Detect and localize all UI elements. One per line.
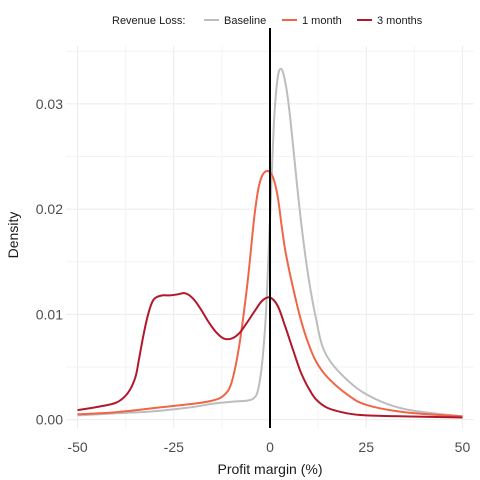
x-axis-title: Profit margin (%) [217, 461, 322, 477]
y-axis-title: Density [5, 212, 21, 259]
series-line-3-months [77, 292, 463, 419]
x-tick-label: -50 [67, 439, 87, 455]
legend-label-baseline: Baseline [224, 15, 266, 27]
y-tick-label: 0.02 [36, 201, 63, 217]
x-tick-label: -25 [164, 439, 184, 455]
series-line-1-month [77, 169, 463, 418]
series-layer [77, 67, 463, 419]
x-tick-label: 0 [266, 439, 274, 455]
legend-label-3-months: 3 months [377, 15, 423, 27]
y-axis-ticks: 0.00 0.01 0.02 0.03 [36, 96, 63, 428]
y-tick-label: 0.01 [36, 306, 63, 322]
legend: Revenue Loss: Baseline 1 month 3 months [112, 15, 423, 27]
x-tick-label: 25 [358, 439, 374, 455]
x-tick-label: 50 [455, 439, 471, 455]
x-axis-ticks: -50 -25 0 25 50 [67, 439, 470, 455]
y-tick-label: 0.00 [36, 412, 63, 428]
legend-label-1-month: 1 month [302, 15, 342, 27]
legend-title: Revenue Loss: [112, 15, 185, 27]
series-line-baseline [77, 67, 463, 418]
y-tick-label: 0.03 [36, 96, 63, 112]
